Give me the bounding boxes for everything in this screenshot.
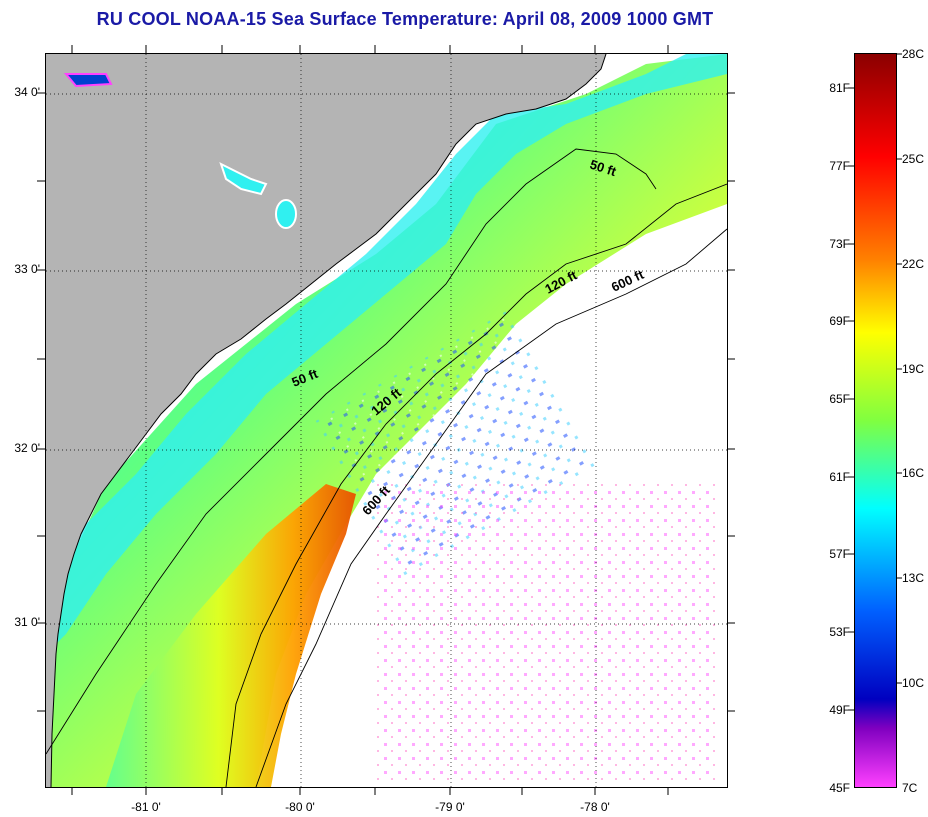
colorbar-c-label: 28C	[902, 47, 925, 61]
coastline	[50, 54, 607, 787]
contour-120ft	[225, 183, 727, 787]
colorbar-f-label: 65F	[829, 392, 850, 406]
inland-lake	[63, 73, 113, 88]
graticule	[46, 54, 727, 787]
inland-lake	[275, 199, 297, 229]
lon-label-78: -78 0'	[580, 800, 610, 814]
lat-label-32: 32 0'	[14, 441, 40, 455]
colorbar-f-label: 57F	[829, 547, 850, 561]
colorbar-f-label: 45F	[829, 781, 850, 795]
sst-map: 50 ft 50 ft 120 ft 120 ft 600 ft 600 ft	[45, 53, 728, 788]
colorbar-f-label: 81F	[829, 81, 850, 95]
inland-lake	[219, 162, 268, 196]
contour-50ft	[46, 148, 657, 755]
contour-600ft	[255, 228, 727, 787]
sea-surface-gulf-stream	[106, 484, 356, 787]
colorbar-c-label: 13C	[902, 571, 925, 585]
colorbar-f-label: 77F	[829, 159, 850, 173]
colorbar-c-label: 10C	[902, 676, 925, 690]
lat-label-33: 33 0'	[14, 262, 40, 276]
lon-label-80: -80 0'	[285, 800, 315, 814]
colorbar-c-label: 19C	[902, 362, 925, 376]
temperature-colorbar	[854, 53, 897, 788]
colorbar-f-label: 53F	[829, 625, 850, 639]
colorbar-f-label: 61F	[829, 470, 850, 484]
lon-label-79: -79 0'	[435, 800, 465, 814]
colorbar-c-label: 7C	[902, 781, 918, 795]
colorbar-f-label: 73F	[829, 237, 850, 251]
sst-map-canvas: 50 ft 50 ft 120 ft 120 ft 600 ft 600 ft	[46, 54, 727, 787]
land-area	[46, 54, 606, 787]
lat-label-31: 31 0'	[14, 615, 40, 629]
colorbar-f-label: 49F	[829, 703, 850, 717]
edge-noise	[376, 484, 716, 784]
colorbar-c-label: 25C	[902, 152, 925, 166]
colorbar-c-label: 16C	[902, 466, 925, 480]
colorbar-f-label: 69F	[829, 314, 850, 328]
lon-label-81: -81 0'	[131, 800, 161, 814]
map-title: RU COOL NOAA-15 Sea Surface Temperature:…	[96, 9, 714, 29]
colorbar-c-label: 22C	[902, 257, 925, 271]
lat-label-34: 34 0'	[14, 85, 40, 99]
